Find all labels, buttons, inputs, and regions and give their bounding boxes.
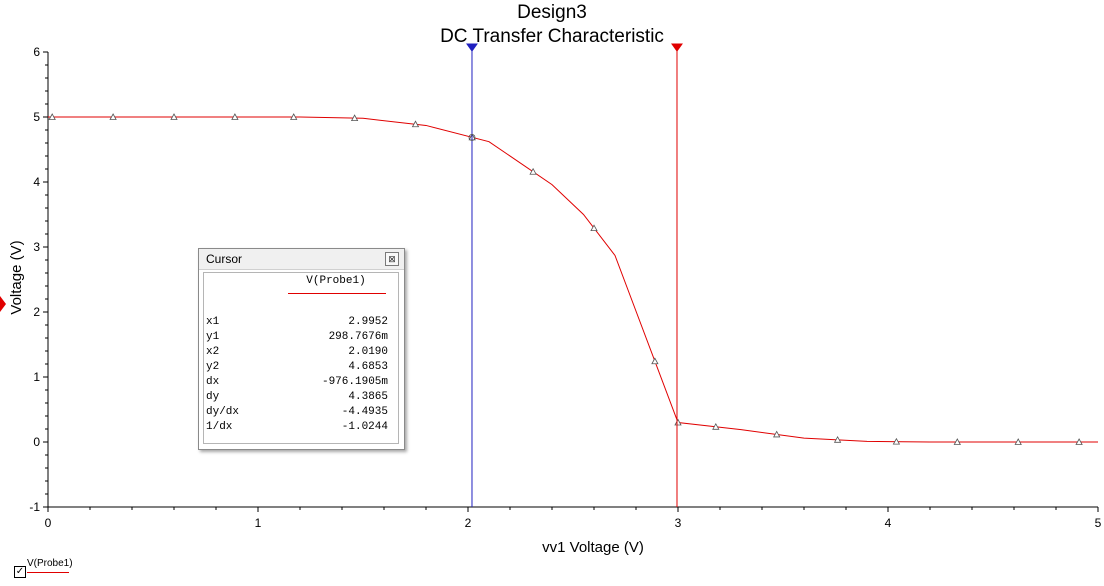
chart-title: Design3: [517, 2, 587, 23]
y-axis-label: Voltage (V): [8, 240, 25, 314]
data-point-marker: [892, 437, 901, 445]
y-tick-label: 3: [33, 240, 40, 254]
y-tick-label: -1: [29, 500, 40, 514]
series-line-v-probe1: [48, 116, 1098, 443]
cursor-key: y1: [206, 331, 220, 343]
data-point-marker: [1014, 438, 1022, 445]
cursor-key: dx: [206, 376, 220, 388]
cursor-row: x1 2.9952: [206, 316, 388, 330]
cursor-2-intersection: [468, 134, 476, 141]
cursor-row: y1 298.7676m: [206, 331, 388, 345]
data-point-marker: [290, 113, 298, 120]
cursor-key: 1/dx: [206, 421, 233, 433]
cursor-value: -1.0244: [341, 421, 388, 433]
data-point-marker: [231, 113, 239, 120]
cursor-value: 4.6853: [348, 361, 388, 373]
cursor-value: -976.1905m: [321, 376, 388, 388]
legend-line-swatch: [27, 572, 69, 573]
cursor-series-label: V(Probe1): [306, 275, 366, 287]
data-point-marker: [529, 167, 537, 175]
y-tick-label: 5: [33, 110, 40, 124]
cursor-row: dy/dx -4.4935: [206, 406, 388, 420]
legend: ✓ V(Probe1): [14, 558, 84, 582]
cursor-value: 2.0190: [348, 346, 388, 358]
data-point-marker: [651, 357, 659, 365]
cursor-key: x2: [206, 346, 220, 358]
x-tick-label: 2: [465, 516, 472, 530]
cursor-row: 1/dx -1.0244: [206, 421, 388, 435]
y-tick-label: 6: [33, 45, 40, 59]
y-tick-label: 1: [33, 370, 40, 384]
data-point-marker: [411, 120, 420, 128]
data-point-marker: [953, 438, 961, 445]
data-point-marker: [590, 224, 598, 232]
y-tick-label: 0: [33, 435, 40, 449]
legend-label: V(Probe1): [27, 558, 73, 569]
x-tick-label: 5: [1095, 516, 1102, 530]
cursor-key: y2: [206, 361, 220, 373]
data-point-marker: [109, 113, 117, 120]
left-edge-marker: [0, 296, 6, 312]
close-box-icon[interactable]: ⊠: [385, 252, 399, 266]
data-point-marker: [833, 435, 842, 443]
x-tick-label: 1: [255, 516, 262, 530]
legend-checkbox[interactable]: ✓: [14, 566, 26, 578]
x-tick-label: 4: [885, 516, 892, 530]
data-point-marker: [773, 430, 781, 438]
chart-subtitle: DC Transfer Characteristic: [440, 26, 664, 47]
cursor-row: dx -976.1905m: [206, 376, 388, 390]
data-point-marker: [712, 422, 720, 430]
cursor-key: x1: [206, 316, 220, 328]
cursor-value: 2.9952: [348, 316, 388, 328]
cursor-key: dy/dx: [206, 406, 240, 418]
y-tick-label: 4: [33, 175, 40, 189]
data-point-marker: [1075, 438, 1083, 445]
x-tick-label: 0: [45, 516, 52, 530]
cursor-row: dy 4.3865: [206, 391, 388, 405]
x-axis-label: vv1 Voltage (V): [542, 539, 644, 556]
cursor-panel-title: Cursor: [199, 249, 404, 270]
cursor-series-line: [288, 293, 386, 294]
cursor-value: -4.4935: [341, 406, 388, 418]
cursor-panel[interactable]: Cursor ⊠ V(Probe1) x1 2.9952 y1 298.7676m …: [198, 248, 405, 450]
cursor-row: y2 4.6853: [206, 361, 388, 375]
x-tick-label: 3: [675, 516, 682, 530]
data-point-marker: [48, 113, 56, 120]
cursor-value: 4.3865: [348, 391, 388, 403]
cursor-row: x2 2.0190: [206, 346, 388, 360]
data-point-marker: [350, 114, 359, 122]
data-point-marker: [170, 113, 178, 120]
cursor-2-handle-icon: [466, 43, 478, 52]
y-tick-label: 2: [33, 305, 40, 319]
cursor-table: V(Probe1) x1 2.9952 y1 298.7676m x2 2.0190 …: [203, 272, 399, 444]
cursor-key: dy: [206, 391, 220, 403]
cursor-value: 298.7676m: [328, 331, 388, 343]
cursor-1-handle-icon: [671, 43, 683, 52]
